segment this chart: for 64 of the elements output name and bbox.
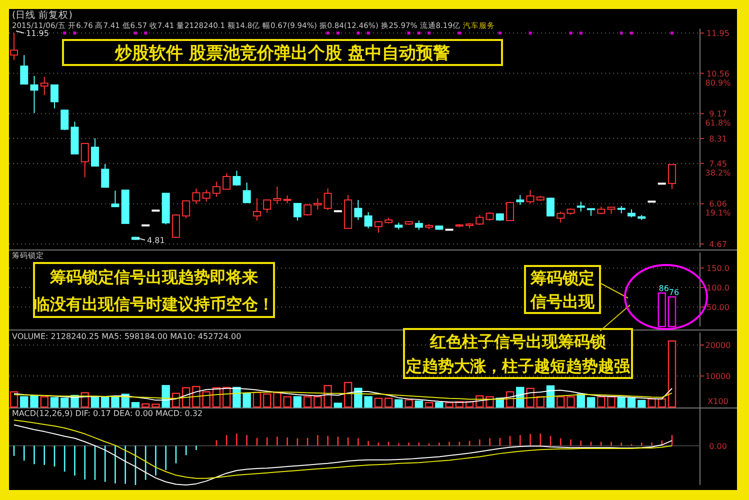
annotation: 4.81	[147, 236, 165, 245]
bar	[40, 396, 48, 408]
bar	[60, 398, 69, 408]
bar	[293, 396, 302, 408]
y-tick-label: 10000	[705, 372, 731, 381]
y-tick-label: 4.67	[709, 240, 727, 250]
bar	[597, 396, 606, 408]
y-tick-label: 150.0	[706, 264, 730, 274]
bar	[344, 382, 352, 408]
y-tick-label: 11.95	[706, 29, 730, 38]
bar	[536, 396, 544, 408]
bar	[252, 392, 262, 408]
bar	[101, 396, 110, 408]
bar	[638, 400, 646, 408]
bar	[152, 404, 160, 408]
bar	[566, 396, 575, 408]
y-tick-label: 9.17 61.8%	[705, 110, 732, 128]
bar	[394, 399, 403, 408]
bar	[111, 396, 120, 408]
y-tick-label: 100.0	[706, 284, 730, 293]
bar	[576, 394, 585, 408]
bar	[556, 396, 565, 408]
y-tick-label: 20000	[705, 341, 731, 350]
bar	[90, 396, 100, 408]
bar	[424, 402, 434, 408]
bar	[586, 397, 596, 408]
bar	[303, 396, 312, 408]
annotation: 11.95	[26, 29, 49, 38]
bar	[131, 402, 140, 408]
text: X100	[708, 397, 728, 406]
bar	[658, 398, 666, 408]
bar	[20, 396, 28, 408]
y-tick-label: 10.56 80.9%	[705, 69, 732, 88]
text: 0.00	[709, 442, 727, 451]
line-series	[14, 388, 672, 403]
bar	[414, 400, 424, 408]
bar	[445, 402, 454, 408]
bar	[30, 394, 38, 408]
line-series	[14, 392, 672, 400]
y-tick-label: 50.00	[706, 303, 730, 312]
bar	[334, 402, 342, 408]
bar	[648, 398, 656, 408]
y-tick-label: 8.31	[709, 134, 727, 144]
bar	[384, 398, 393, 408]
bar	[374, 398, 383, 408]
chart-title: VOLUME: 2128240.25 MA5: 598184.00 MA10: 452724.00	[12, 332, 242, 341]
bar	[435, 402, 444, 408]
bar	[607, 396, 616, 408]
bar	[50, 397, 59, 408]
bar	[404, 399, 413, 408]
bar	[142, 403, 150, 408]
chart-title: MACD(12,26,9) DIF: 0.17 DEA: 0.00 MACD: 0.32	[12, 409, 203, 418]
y-tick-label: 7.45 38.2%	[705, 159, 732, 178]
data-label: 86	[658, 284, 669, 294]
bar	[262, 393, 272, 408]
annotation: 筹码锁定信号出现	[530, 268, 596, 312]
data-label: 76	[668, 288, 680, 297]
bar	[627, 398, 636, 408]
bar	[162, 385, 170, 408]
annotation: 炒股软件 股票池竞价弹出个股 盘中自动预警	[114, 44, 450, 64]
bar	[668, 340, 676, 408]
chart-title: (日线 前复权)	[12, 9, 72, 21]
y-tick-label: 6.06 19.1%	[705, 200, 732, 218]
bar	[617, 397, 626, 408]
